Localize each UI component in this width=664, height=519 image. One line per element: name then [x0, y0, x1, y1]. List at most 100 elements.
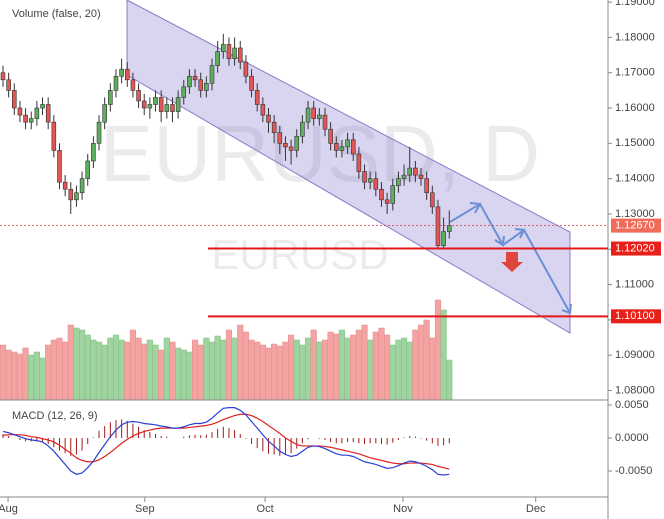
volume-bar [429, 337, 436, 401]
candle-body [424, 178, 429, 194]
macd-macd-line [2, 407, 450, 476]
volume-bar [355, 329, 362, 401]
volume-bar [118, 339, 125, 401]
y-tick-label: 1.16000 [615, 102, 655, 114]
volume-bar [135, 337, 142, 401]
volume-bar [112, 334, 120, 401]
candle-body [317, 114, 322, 119]
candle-body [136, 90, 141, 102]
candle-body [130, 79, 136, 91]
arrow-head [514, 228, 526, 239]
candle-body [334, 143, 339, 151]
price-level-box [611, 241, 661, 256]
volume-bar [412, 329, 419, 401]
y-tick-label: 1.09000 [615, 349, 655, 361]
volume-bar [175, 347, 182, 401]
candle-body [6, 79, 11, 91]
price-level-box [611, 309, 661, 324]
candle-body [413, 167, 418, 176]
volume-bar [288, 334, 295, 401]
candle-body [124, 68, 130, 81]
candle-body [170, 104, 175, 112]
candle-body [305, 107, 311, 123]
candle-body [322, 114, 328, 130]
macd-signal-line [2, 413, 450, 470]
volume-bar [333, 333, 340, 401]
y-tick-label: 1.13000 [615, 208, 655, 220]
volume-bar [259, 344, 266, 401]
x-tick-label: Nov [393, 503, 413, 515]
volume-bar [158, 349, 165, 401]
candle-body [362, 171, 367, 183]
volume-bar [299, 344, 306, 401]
volume-bar [446, 359, 453, 401]
volume-bar [372, 331, 379, 401]
volume-bar [152, 344, 159, 401]
candle-body [147, 104, 153, 109]
candle-body [40, 104, 45, 109]
candle-body [300, 121, 305, 137]
trend-channel [126, 0, 571, 334]
volume-bar [220, 339, 227, 401]
volume-bar [440, 309, 447, 401]
candle-body [57, 150, 62, 183]
volume-bar [28, 354, 35, 401]
candle-body [249, 75, 254, 91]
candle-body [243, 61, 249, 77]
y-tick-label: 0.0000 [615, 432, 649, 444]
candle-body [328, 128, 333, 144]
volume-bar [338, 329, 346, 401]
volume-bar [107, 337, 114, 401]
volume-bar [310, 329, 317, 401]
candle-body [271, 121, 277, 134]
volume-bar [384, 334, 391, 401]
volume-bar [101, 344, 108, 401]
volume-bar [423, 319, 430, 401]
volume-bar [11, 351, 18, 401]
volume-bar [406, 341, 413, 401]
volume-bar [197, 344, 204, 401]
volume-bar [271, 343, 278, 401]
volume-bar [208, 341, 216, 401]
y-tick-label: 1.19000 [615, 0, 655, 8]
volume-bar [203, 337, 210, 401]
candle-body [28, 118, 34, 123]
y-tick-label: 1.11000 [615, 278, 654, 290]
candle-body [418, 174, 424, 179]
price-level-label: 1.12020 [615, 242, 655, 254]
candle-body [74, 192, 79, 201]
watermark-title: EURUSD, D [100, 109, 540, 198]
volume-bar [169, 341, 176, 401]
candle-body [108, 90, 113, 105]
candle-body [294, 135, 300, 151]
candle-body [396, 178, 401, 187]
volume-bar [276, 345, 283, 401]
candle-body [345, 139, 350, 148]
candle-body [158, 97, 164, 112]
candle-body [441, 231, 446, 247]
x-tick-label: Aug [0, 503, 18, 515]
volume-bar [16, 353, 24, 401]
volume-bar [237, 324, 244, 401]
candle-body [254, 90, 260, 105]
candle-body [311, 107, 316, 119]
volume-bar [282, 341, 289, 401]
candle-body [187, 75, 192, 88]
price-level-label: 1.10100 [615, 310, 655, 322]
volume-bar [124, 341, 131, 401]
candle-body [119, 68, 124, 77]
volume-bar [22, 347, 29, 401]
candle-body [198, 79, 203, 91]
candle-body [62, 181, 68, 190]
y-tick-label: 1.15000 [615, 137, 655, 149]
candle-body [192, 75, 198, 81]
volume-bar [248, 339, 255, 401]
volume-bar [62, 341, 69, 401]
candle-body [430, 192, 435, 208]
volume-bar [378, 327, 385, 401]
candle-body [232, 47, 237, 59]
candle-body [401, 174, 407, 179]
candle-body [0, 72, 6, 81]
volume-bar [5, 349, 12, 401]
